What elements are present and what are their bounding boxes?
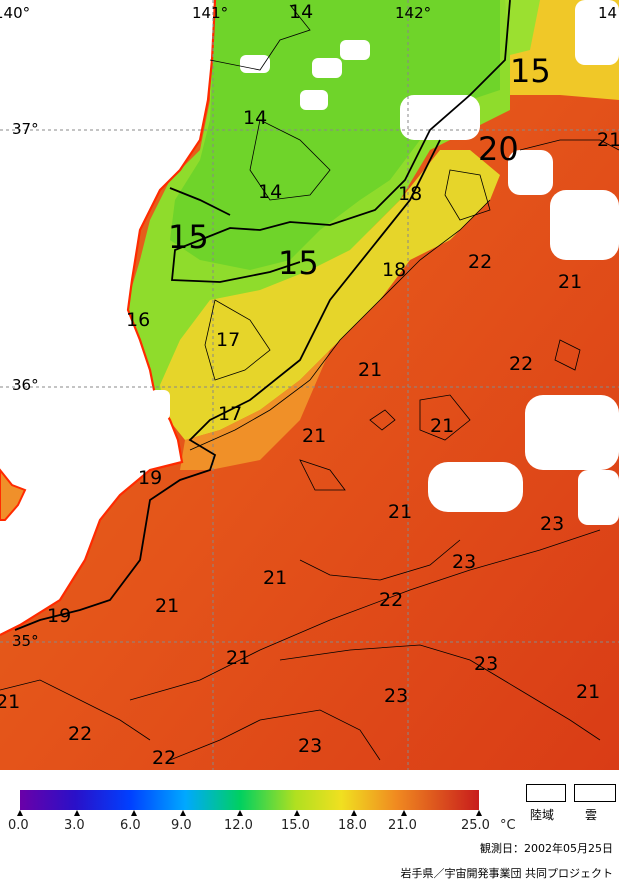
coordinate-labels: 140° 141° 142° 14 37° 36° 35° [0,4,617,650]
isotherm-label: 14 [289,1,313,23]
lon-label-141: 141° [192,4,228,22]
isotherm-label: 21 [302,425,326,447]
scale-ticks [17,810,482,816]
isotherm-label: 21 [155,595,179,617]
color-scale-bar [17,790,482,816]
island-coast [0,468,27,521]
isotherm-label: 21 [358,359,382,381]
scale-tick-label: 25.0 [461,818,490,833]
lon-label-142: 142° [395,4,431,22]
scale-tick-label: 15.0 [281,818,310,833]
isotherm-label: 21 [597,129,619,151]
isotherm-label: 21 [0,691,20,713]
observation-date: 観測日：2002年05月25日 [480,842,613,855]
isotherm-label: 15 [168,218,209,256]
isotherm-label: 17 [216,329,240,351]
scale-tick-label: 21.0 [388,818,417,833]
scale-tick-label: 3.0 [64,818,85,833]
isotherm-label: 19 [47,605,71,627]
isotherm-label: 23 [540,513,564,535]
isotherm-label: 21 [263,567,287,589]
northeast-green-patch [505,0,540,55]
isotherm-label: 15 [278,244,319,282]
isotherm-label: 14 [243,107,267,129]
lat-label-37: 37° [12,120,39,138]
isotherm-label: 22 [379,589,403,611]
isotherm-label: 20 [478,130,519,168]
isotherms [0,0,619,761]
scale-gradient [20,790,479,810]
isotherm-label: 21 [430,415,454,437]
lat-label-36: 36° [12,376,39,394]
scale-tick-label: 12.0 [224,818,253,833]
isotherm-label: 22 [68,723,92,745]
isotherm-label: 23 [452,551,476,573]
isotherm-label: 21 [576,681,600,703]
lat-label-35: 35° [12,632,39,650]
transition-band [160,150,500,440]
isotherm-label: 14 [258,181,282,203]
sea-surface-temperature-map: 140° 141° 142° 14 37° 36° 35° 14 14 14 1… [0,0,619,770]
credit-line: 岩手県／宇宙開発事業団 共同プロジェクト [400,867,614,880]
cloud-cover [150,0,619,525]
graticule [0,0,619,770]
isotherm-label: 23 [298,735,322,757]
coastline [0,0,217,636]
isotherm-label: 21 [226,647,250,669]
isotherm-label: 15 [510,52,551,90]
scale-tick-label: 0.0 [8,818,29,833]
isotherm-label: 18 [398,183,422,205]
scale-tick-label: 9.0 [171,818,192,833]
scale-tick-label: 18.0 [338,818,367,833]
land-label: 陸域 [530,808,555,822]
isotherm-label: 22 [509,353,533,375]
land-swatch [526,784,566,802]
lon-label-140: 140° [0,4,30,22]
isotherm-label: 22 [152,747,176,769]
isotherm-label: 18 [382,259,406,281]
cloud-swatch [574,784,616,802]
isotherm-label: 23 [474,653,498,675]
isotherm-label: 19 [138,467,162,489]
isotherm-value-labels: 14 14 14 15 20 21 15 18 15 18 22 21 16 1… [0,1,619,769]
temperature-unit: °C [500,818,516,833]
isotherm-label: 21 [558,271,582,293]
land-area [0,0,215,635]
isotherm-label: 22 [468,251,492,273]
lon-label-143: 14 [598,4,617,22]
isotherm-label: 17 [218,403,242,425]
nearshore-zone [180,350,330,470]
scale-tick-label: 6.0 [120,818,141,833]
cloud-label: 雲 [585,808,598,822]
isotherm-label: 16 [126,309,150,331]
isotherm-label: 21 [388,501,412,523]
isotherm-label: 23 [384,685,408,707]
legend: 0.0 3.0 6.0 9.0 12.0 15.0 18.0 21.0 25.0… [0,770,619,881]
